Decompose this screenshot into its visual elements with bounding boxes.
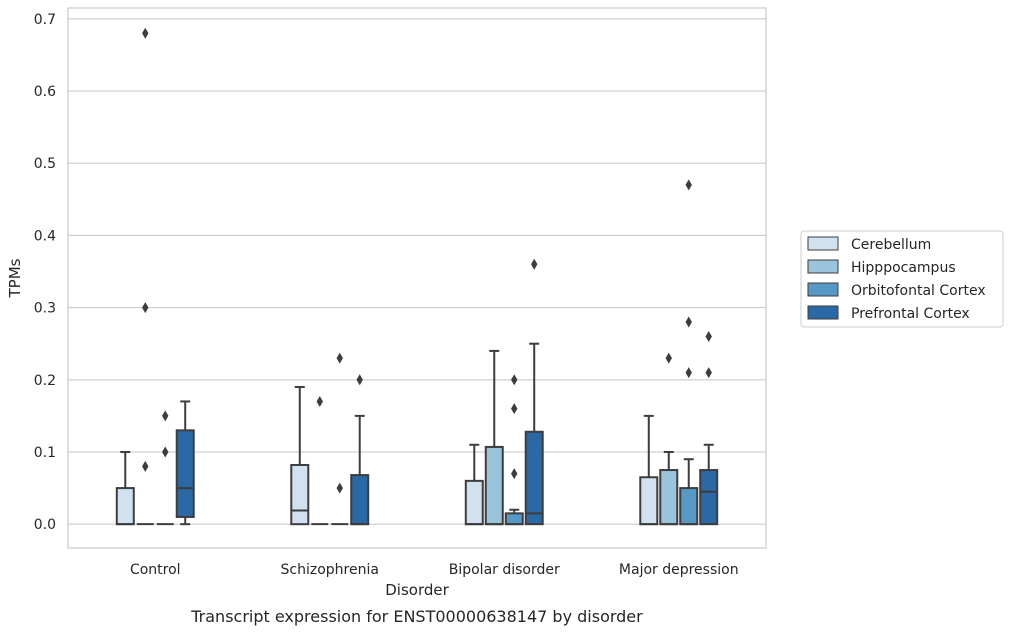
y-tick-label: 0.4 [34,228,56,244]
box-body [484,445,504,526]
x-tick-label: Major depression [619,562,739,578]
outlier-point [142,27,149,39]
box [639,414,659,526]
box-body [175,429,195,518]
x-tick-label: Bipolar disorder [449,562,560,578]
box-body [639,476,659,526]
outlier-point [142,460,149,472]
legend-swatch [807,236,839,251]
box [331,352,349,526]
category-group [115,27,195,526]
box-body [659,469,679,526]
box-body [350,474,370,526]
box [311,395,329,526]
outlier-point [162,410,169,422]
outlier-point [336,482,343,494]
outlier-point [316,395,323,407]
legend-label: Hipppocampus [851,260,956,276]
box [136,27,154,526]
plot-background [68,8,766,548]
box [659,352,679,526]
y-tick-label: 0.0 [34,517,56,533]
box [464,443,484,526]
outlier-point [705,330,712,342]
legend-swatch [807,282,839,297]
legend-swatch [807,305,839,320]
box-body [115,487,135,526]
y-axis-ticks: 0.0 0.1 0.2 0.3 0.4 0.5 0.6 0.7 [34,12,56,533]
legend-swatch [807,259,839,274]
box [156,410,174,526]
box [484,349,504,526]
outlier-point [705,367,712,379]
chart-caption: Transcript expression for ENST0000063814… [190,607,643,626]
y-tick-label: 0.1 [34,445,56,461]
x-axis-ticks: Control Schizophrenia Bipolar disorder Majo… [130,562,739,578]
x-axis-label: Disorder [385,581,449,599]
legend-label: Prefrontal Cortex [851,306,970,322]
legend-label: Cerebellum [851,237,931,253]
box [175,400,195,526]
legend: Cerebellum Hipppocampus Orbitofontal Corte… [800,230,1004,328]
legend-frame [800,230,1004,328]
outlier-point [162,446,169,458]
y-tick-label: 0.3 [34,301,56,317]
box-body [290,463,310,526]
plot-frame [67,7,767,549]
box [699,330,719,526]
box [350,374,370,526]
outlier-point [685,367,692,379]
box [115,450,135,526]
box [524,258,544,526]
outlier-point [356,374,363,386]
box-body [524,430,544,526]
outlier-point [511,403,518,415]
box [504,374,524,526]
outlier-point [685,179,692,191]
outlier-point [511,374,518,386]
outlier-point [142,302,149,314]
box-body [679,487,699,526]
box-body [464,479,484,526]
y-tick-label: 0.6 [34,84,56,100]
category-group [290,352,370,526]
category-group [639,179,719,526]
box-groups [115,27,719,526]
category-group [464,258,544,526]
box [290,386,310,526]
x-tick-label: Control [130,562,181,578]
y-axis-label: TPMs [6,258,24,298]
box-body [699,469,719,526]
y-tick-label: 0.2 [34,373,56,389]
box [679,179,699,526]
outlier-point [665,352,672,364]
y-tick-label: 0.7 [34,12,56,28]
outlier-point [531,258,538,270]
outlier-point [336,352,343,364]
outlier-point [511,468,518,480]
y-tick-label: 0.5 [34,156,56,172]
legend-label: Orbitofontal Cortex [851,283,986,299]
x-tick-label: Schizophrenia [281,562,379,578]
outlier-point [685,316,692,328]
box-body [504,512,524,526]
